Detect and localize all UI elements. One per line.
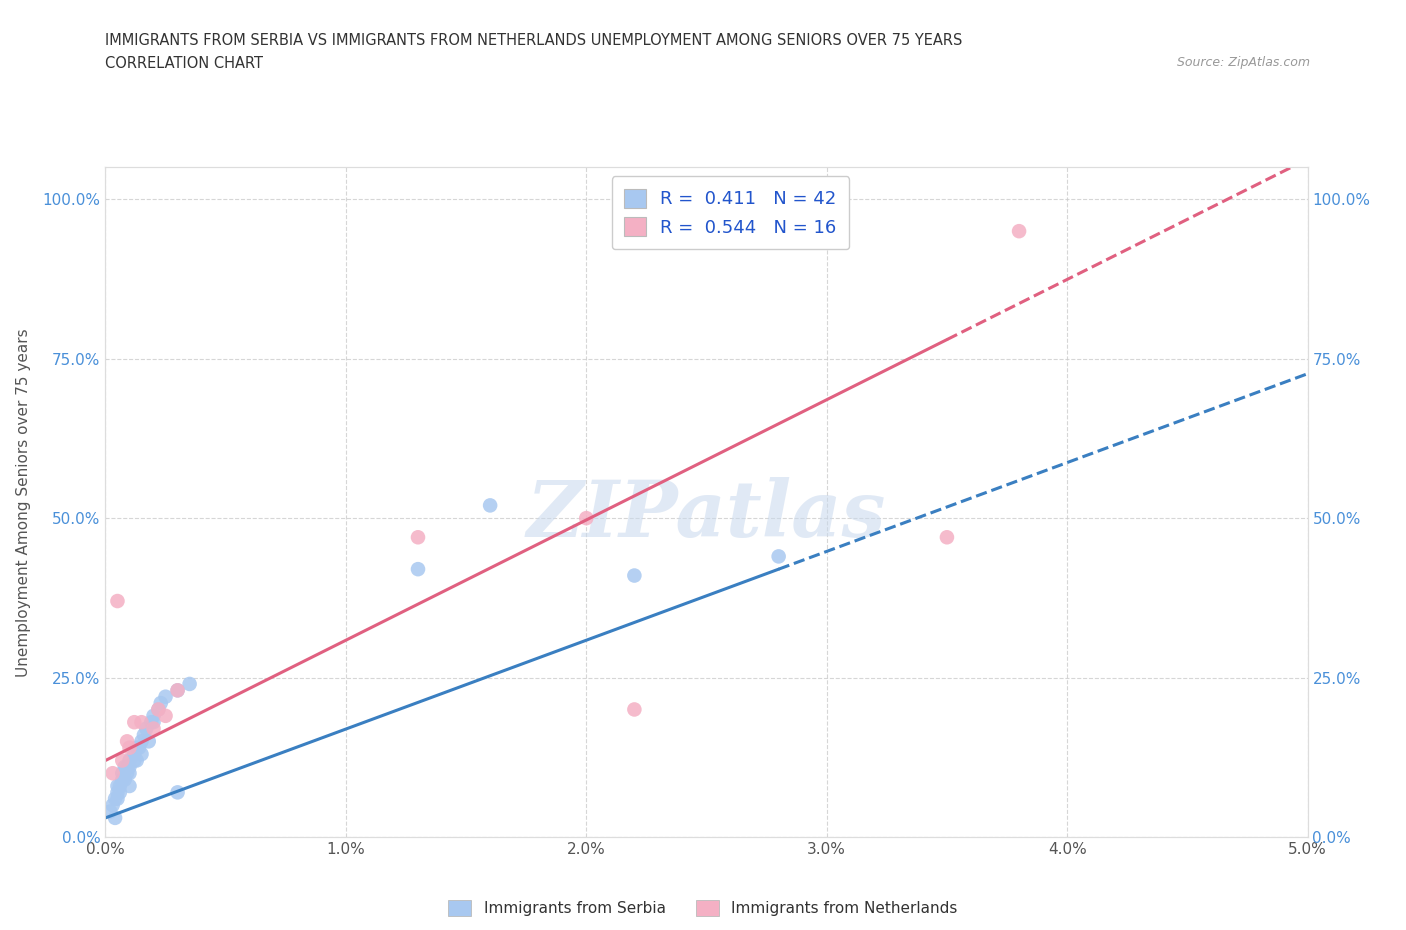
- Point: [166, 683, 188, 698]
- Legend: R =  0.411   N = 42, R =  0.544   N = 16: R = 0.411 N = 42, R = 0.544 N = 16: [612, 177, 849, 249]
- Point: [406, 530, 429, 545]
- Legend: Immigrants from Serbia, Immigrants from Netherlands: Immigrants from Serbia, Immigrants from …: [443, 894, 963, 923]
- Point: [124, 753, 146, 768]
- Y-axis label: Unemployment Among Seniors over 75 years: Unemployment Among Seniors over 75 years: [17, 328, 31, 676]
- Point: [118, 760, 141, 775]
- Point: [479, 498, 502, 512]
- Point: [166, 785, 188, 800]
- Point: [107, 791, 129, 806]
- Point: [115, 734, 138, 749]
- Point: [148, 702, 170, 717]
- Point: [111, 765, 134, 780]
- Point: [101, 798, 124, 813]
- Point: [155, 709, 177, 724]
- Point: [142, 715, 165, 730]
- Point: [108, 785, 131, 800]
- Point: [179, 676, 201, 691]
- Point: [114, 760, 136, 775]
- Point: [111, 772, 134, 787]
- Point: [114, 772, 136, 787]
- Point: [104, 791, 127, 806]
- Point: [166, 683, 188, 698]
- Point: [131, 734, 153, 749]
- Text: CORRELATION CHART: CORRELATION CHART: [105, 56, 263, 71]
- Point: [623, 702, 645, 717]
- Point: [118, 765, 141, 780]
- Point: [111, 753, 134, 768]
- Point: [142, 709, 165, 724]
- Point: [107, 778, 129, 793]
- Point: [118, 753, 141, 768]
- Point: [115, 760, 138, 775]
- Point: [125, 753, 148, 768]
- Point: [107, 593, 129, 608]
- Point: [138, 734, 160, 749]
- Point: [148, 702, 170, 717]
- Point: [1008, 224, 1031, 239]
- Point: [406, 562, 429, 577]
- Point: [155, 689, 177, 704]
- Point: [107, 785, 129, 800]
- Point: [98, 804, 121, 819]
- Point: [768, 549, 790, 564]
- Point: [124, 747, 146, 762]
- Point: [623, 568, 645, 583]
- Text: ZIPatlas: ZIPatlas: [527, 477, 886, 554]
- Point: [131, 747, 153, 762]
- Point: [118, 740, 141, 755]
- Point: [125, 740, 148, 755]
- Point: [124, 715, 146, 730]
- Text: IMMIGRANTS FROM SERBIA VS IMMIGRANTS FROM NETHERLANDS UNEMPLOYMENT AMONG SENIORS: IMMIGRANTS FROM SERBIA VS IMMIGRANTS FRO…: [105, 33, 963, 47]
- Point: [139, 715, 162, 730]
- Point: [132, 727, 155, 742]
- Point: [128, 740, 150, 755]
- Point: [104, 810, 127, 825]
- Point: [142, 721, 165, 736]
- Point: [149, 696, 172, 711]
- Point: [101, 765, 124, 780]
- Point: [108, 778, 131, 793]
- Text: Source: ZipAtlas.com: Source: ZipAtlas.com: [1177, 56, 1310, 69]
- Point: [936, 530, 959, 545]
- Point: [135, 721, 157, 736]
- Point: [115, 765, 138, 780]
- Point: [118, 778, 141, 793]
- Point: [575, 511, 598, 525]
- Point: [131, 715, 153, 730]
